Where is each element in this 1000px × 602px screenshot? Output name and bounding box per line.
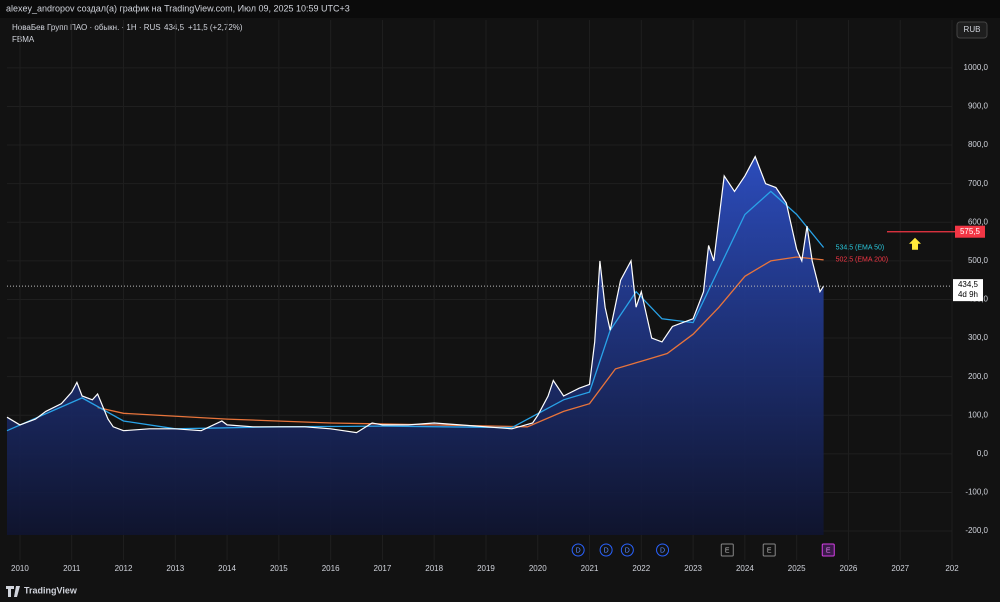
earnings-marker bbox=[720, 543, 734, 557]
top-bar bbox=[0, 0, 1000, 18]
dividend-marker bbox=[571, 543, 585, 557]
x-tick-label: 2024 bbox=[736, 564, 754, 573]
x-tick-label: 2020 bbox=[529, 564, 547, 573]
ema-label: 502.5 (EMA 200) bbox=[836, 257, 889, 264]
price-line bbox=[6, 155, 825, 434]
x-tick-label: 2013 bbox=[166, 564, 184, 573]
y-tick-label: 900,0 bbox=[968, 102, 989, 111]
alert-badge bbox=[955, 225, 985, 238]
caption: alexey_andropov создал(а) график на Trad… bbox=[6, 3, 350, 13]
subtitle: FBMA bbox=[12, 35, 35, 44]
currency[interactable]: RUB bbox=[964, 25, 981, 34]
x-tick-label: 2015 bbox=[270, 564, 288, 573]
brand-logo bbox=[6, 586, 20, 597]
event-label: D bbox=[660, 547, 665, 554]
y-tick-label: 0,0 bbox=[977, 449, 989, 458]
ema-line bbox=[6, 190, 825, 432]
x-tick-label: 2011 bbox=[63, 564, 81, 573]
price-badge-label: 434,5 bbox=[958, 280, 979, 289]
event-label: E bbox=[725, 547, 730, 554]
y-tick-label: 200,0 bbox=[968, 372, 989, 381]
footer bbox=[0, 580, 1000, 602]
last-price: 434,5 bbox=[164, 23, 185, 32]
x-tick-label: 2014 bbox=[218, 564, 236, 573]
x-tick-label: 202 bbox=[945, 564, 959, 573]
alert-label: 575,5 bbox=[960, 227, 981, 236]
price-area bbox=[7, 156, 824, 535]
x-tick-label: 2010 bbox=[11, 564, 29, 573]
currency-button[interactable] bbox=[956, 21, 988, 39]
y-tick-label: 1000,0 bbox=[964, 63, 989, 72]
x-tick-label: 2027 bbox=[891, 564, 909, 573]
ema-line bbox=[97, 256, 824, 428]
y-tick-label: -100,0 bbox=[965, 488, 988, 497]
up-arrow bbox=[909, 237, 921, 250]
symbol-title: НоваБев Групп ПАО · обыкн. · 1Н · RUS bbox=[12, 23, 161, 32]
x-tick-label: 2019 bbox=[477, 564, 495, 573]
y-tick-label: 600,0 bbox=[968, 217, 989, 226]
x-tick-label: 2021 bbox=[581, 564, 599, 573]
price-badge bbox=[953, 279, 983, 302]
x-tick-label: 2016 bbox=[322, 564, 340, 573]
x-tick-label: 2018 bbox=[425, 564, 443, 573]
x-tick-label: 2022 bbox=[632, 564, 650, 573]
price-change: +11,5 (+2,72%) bbox=[188, 23, 243, 32]
dividend-marker bbox=[599, 543, 613, 557]
y-tick-label: -200,0 bbox=[965, 526, 988, 535]
x-tick-label: 2023 bbox=[684, 564, 702, 573]
brand: TradingView bbox=[24, 585, 78, 595]
event-label: E bbox=[767, 547, 772, 554]
earnings-marker bbox=[762, 543, 776, 557]
countdown: 4d 9h bbox=[958, 290, 978, 299]
event-label: D bbox=[625, 547, 630, 554]
ema-label: 534.5 (EMA 50) bbox=[836, 244, 885, 251]
plot: -200,0-100,00,0100,0200,0300,0400,0500,0… bbox=[6, 20, 989, 573]
event-label: E bbox=[826, 547, 831, 554]
y-tick-label: 800,0 bbox=[968, 140, 989, 149]
y-tick-label: 700,0 bbox=[968, 179, 989, 188]
x-tick-label: 2026 bbox=[840, 564, 858, 573]
y-tick-label: 500,0 bbox=[968, 256, 989, 265]
x-tick-label: 2012 bbox=[115, 564, 133, 573]
event-label: D bbox=[576, 547, 581, 554]
x-tick-label: 2025 bbox=[788, 564, 806, 573]
x-tick-label: 2017 bbox=[374, 564, 392, 573]
y-tick-label: 100,0 bbox=[968, 410, 989, 419]
dividend-marker bbox=[620, 543, 634, 557]
dividend-marker bbox=[656, 543, 670, 557]
y-tick-label: 300,0 bbox=[968, 333, 989, 342]
earnings-marker bbox=[821, 543, 835, 557]
event-label: D bbox=[604, 547, 609, 554]
